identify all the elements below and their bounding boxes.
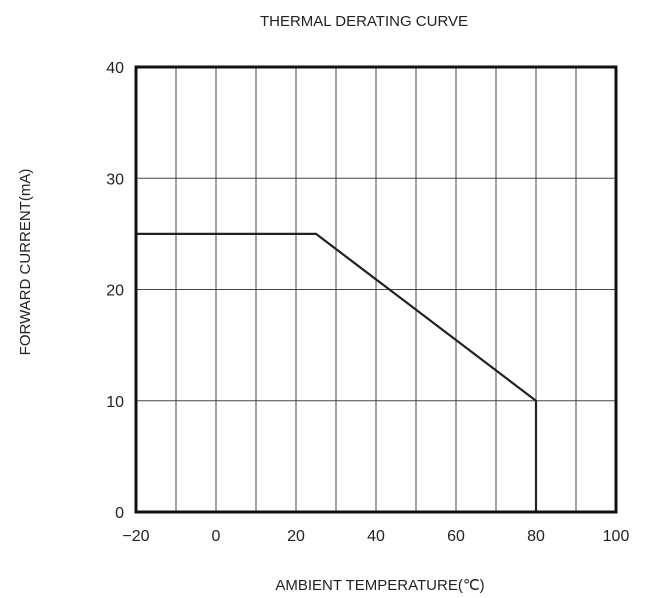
x-tick-label: 40 — [367, 528, 385, 545]
x-tick-label: 0 — [212, 528, 221, 545]
chart-title: THERMAL DERATING CURVE — [260, 13, 468, 30]
y-tick-label: 30 — [106, 171, 124, 188]
y-tick-label: 20 — [106, 283, 124, 300]
plot-frame — [134, 65, 618, 514]
x-tick-label: 80 — [527, 528, 545, 545]
grid-layer — [136, 67, 616, 512]
derating-curve-line — [136, 232, 538, 512]
y-tick-label: 0 — [115, 505, 124, 522]
tick-label-layer: −20 0 20 40 60 80 100 0 10 20 30 40 — [106, 60, 629, 545]
series-layer — [136, 232, 538, 512]
y-tick-label: 40 — [106, 60, 124, 77]
y-tick-label: 10 — [106, 394, 124, 411]
x-tick-label: 20 — [287, 528, 305, 545]
y-axis-label: FORWARD CURRENT(mA) — [17, 169, 34, 356]
x-tick-label: 100 — [603, 528, 630, 545]
x-axis-label: AMBIENT TEMPERATURE(℃) — [275, 577, 484, 594]
x-tick-label: 60 — [447, 528, 465, 545]
x-tick-label: −20 — [122, 528, 149, 545]
